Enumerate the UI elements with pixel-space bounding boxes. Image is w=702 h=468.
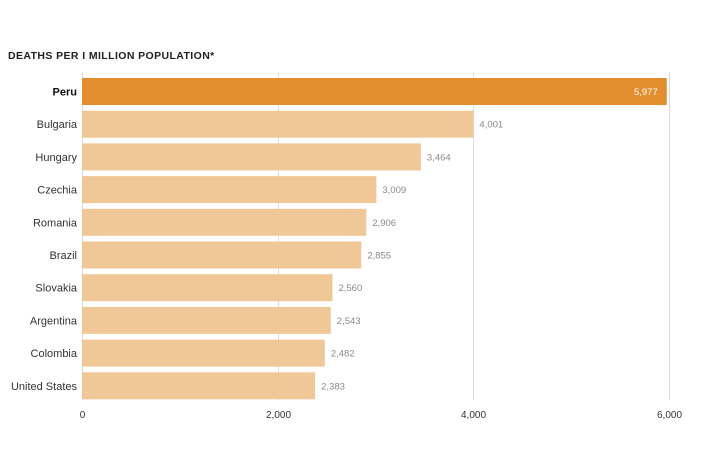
bar bbox=[82, 143, 421, 171]
data-label: 2,906 bbox=[372, 218, 396, 229]
category-label: Bulgaria bbox=[37, 119, 78, 131]
category-label: Romania bbox=[33, 217, 78, 229]
bar bbox=[82, 274, 333, 302]
bar bbox=[82, 306, 331, 334]
category-label: Brazil bbox=[49, 250, 77, 262]
category-label: Czechia bbox=[37, 185, 78, 197]
category-label: Colombia bbox=[31, 348, 78, 360]
category-label: Slovakia bbox=[35, 283, 77, 295]
category-label: Peru bbox=[53, 87, 77, 99]
category-label: United States bbox=[11, 381, 78, 393]
value-labels: 5,977 4,001 3,464 3,009 2,906 2,855 2,560 2,543… bbox=[321, 87, 658, 392]
x-axis-ticks: 0 2,000 4,000 6,000 bbox=[80, 410, 683, 421]
x-tick-label: 0 bbox=[80, 410, 86, 421]
data-label: 2,855 bbox=[367, 251, 391, 262]
data-label: 3,009 bbox=[382, 185, 406, 196]
bar bbox=[82, 176, 377, 204]
data-label: 2,383 bbox=[321, 381, 345, 392]
bar bbox=[82, 339, 325, 367]
data-label: 3,464 bbox=[427, 152, 451, 163]
x-tick-label: 2,000 bbox=[266, 410, 291, 421]
bar bbox=[82, 372, 316, 400]
data-label: 2,482 bbox=[331, 349, 355, 360]
data-label: 2,543 bbox=[337, 316, 361, 327]
x-tick-label: 6,000 bbox=[657, 410, 682, 421]
category-label: Hungary bbox=[35, 152, 77, 164]
bar bbox=[82, 241, 362, 269]
category-labels: Peru Bulgaria Hungary Czechia Romania Brazil S… bbox=[11, 87, 78, 393]
bar bbox=[82, 110, 474, 138]
data-label: 5,977 bbox=[634, 87, 658, 98]
category-label: Argentina bbox=[30, 315, 78, 327]
bar bbox=[82, 78, 667, 105]
data-label: 2,560 bbox=[338, 283, 362, 294]
x-tick-label: 4,000 bbox=[461, 410, 486, 421]
bar bbox=[82, 208, 367, 236]
bars bbox=[82, 78, 667, 400]
data-label: 4,001 bbox=[479, 120, 503, 131]
chart-title: DEATHS PER I MILLION POPULATION* bbox=[8, 50, 215, 62]
